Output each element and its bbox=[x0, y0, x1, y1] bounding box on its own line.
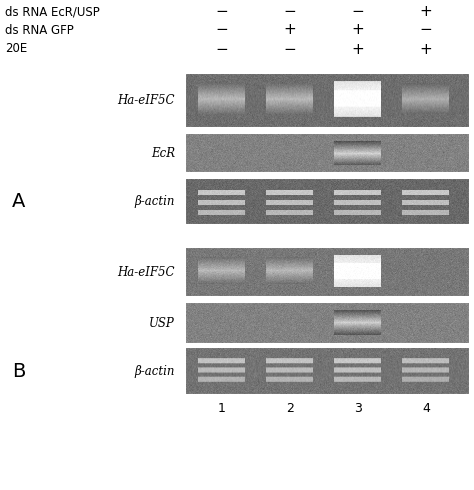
Text: −: − bbox=[216, 42, 228, 56]
Text: 4: 4 bbox=[422, 401, 430, 415]
Text: −: − bbox=[216, 4, 228, 20]
Bar bbox=[185, 178, 470, 225]
Text: 3: 3 bbox=[354, 401, 362, 415]
Text: ds RNA EcR/USP: ds RNA EcR/USP bbox=[5, 5, 100, 19]
Text: +: + bbox=[352, 42, 365, 56]
Text: +: + bbox=[283, 23, 296, 38]
Text: EcR: EcR bbox=[151, 147, 175, 160]
Text: −: − bbox=[283, 4, 296, 20]
Text: −: − bbox=[419, 23, 432, 38]
Text: ds RNA GFP: ds RNA GFP bbox=[5, 24, 74, 36]
Text: −: − bbox=[352, 4, 365, 20]
Text: −: − bbox=[283, 42, 296, 56]
Text: 2: 2 bbox=[286, 401, 294, 415]
Text: 1: 1 bbox=[218, 401, 226, 415]
Text: +: + bbox=[419, 42, 432, 56]
Text: +: + bbox=[419, 4, 432, 20]
Text: USP: USP bbox=[149, 317, 175, 329]
Text: B: B bbox=[12, 362, 26, 381]
Bar bbox=[185, 73, 470, 128]
Text: β-actin: β-actin bbox=[135, 365, 175, 377]
Text: Ha-eIF5C: Ha-eIF5C bbox=[118, 266, 175, 278]
Text: Ha-eIF5C: Ha-eIF5C bbox=[118, 94, 175, 107]
Bar bbox=[185, 133, 470, 173]
Text: β-actin: β-actin bbox=[135, 195, 175, 208]
Text: +: + bbox=[352, 23, 365, 38]
Text: −: − bbox=[216, 23, 228, 38]
Text: A: A bbox=[12, 192, 26, 211]
Bar bbox=[185, 302, 470, 344]
Bar bbox=[185, 347, 470, 395]
Text: 20E: 20E bbox=[5, 43, 27, 55]
Bar bbox=[185, 247, 470, 297]
